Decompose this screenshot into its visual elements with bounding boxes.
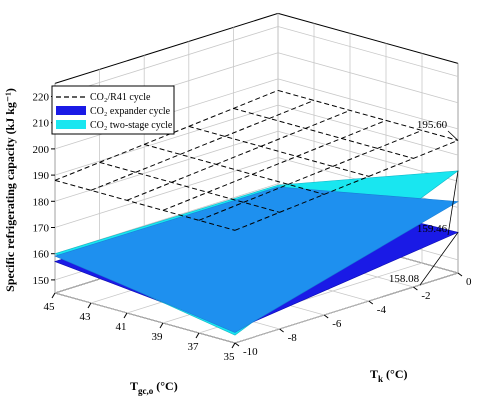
z-tick-label: 160 — [33, 249, 50, 261]
tk-tick-mark — [323, 314, 329, 319]
tk-tick-label: -4 — [377, 304, 387, 316]
z-tick-label: 210 — [33, 118, 50, 130]
grid-line — [234, 272, 459, 344]
tgc-tick-mark — [123, 312, 128, 319]
x-axis-label-unit: (°C) — [153, 379, 177, 393]
tgc-tick-label: 41 — [116, 321, 127, 333]
tk-axis-ticks: -10 -8 -6 -4 -2 0 — [234, 272, 472, 358]
z-tick-label: 200 — [33, 144, 50, 156]
tgc-tick-mark — [51, 292, 56, 299]
annotation-leader — [447, 170, 459, 236]
grid-line — [54, 292, 236, 344]
x-axis-label: Tgc,o (°C) — [130, 379, 178, 396]
annotation-leader — [447, 130, 459, 141]
x-axis-label-main: T — [130, 379, 138, 393]
r41-grid-line — [54, 89, 279, 181]
tgc-tick-label: 39 — [152, 331, 164, 343]
annotation-label: 195.60 — [417, 119, 448, 131]
r41-grid-line — [99, 161, 280, 213]
legend-swatch-expander — [56, 106, 86, 115]
r41-grid-line — [144, 143, 325, 195]
tgc-axis-ticks: 35 37 39 41 43 45 — [44, 292, 236, 363]
y-axis-label: Specific refrigerating capacity (kJ kg⁻¹… — [3, 88, 17, 292]
annotation-leader — [419, 232, 459, 286]
tgc-tick-label: 35 — [224, 351, 236, 363]
r41-grid-line — [277, 89, 459, 141]
z-tick-label: 190 — [33, 170, 50, 182]
tgc-tick-label: 45 — [44, 301, 56, 313]
k-axis-label: Tk (°C) — [370, 367, 408, 384]
legend-label-expander: CO₂ expander cycle — [90, 106, 171, 117]
tk-tick-label: 0 — [466, 276, 472, 288]
grid-line — [277, 26, 459, 77]
tk-tick-mark — [234, 342, 240, 347]
tgc-tick-mark — [195, 332, 200, 339]
z-tick-label: 220 — [33, 92, 50, 104]
tk-tick-mark — [413, 286, 418, 291]
tgc-tick-label: 37 — [188, 341, 200, 353]
grid-line — [277, 78, 459, 130]
legend-swatch-twostage — [56, 120, 86, 129]
r41-grid-line — [233, 107, 414, 159]
legend: CO₂/R41 cycle CO₂ expander cycle CO₂ two… — [51, 85, 175, 135]
r41-grid-line — [198, 129, 423, 221]
legend-label-twostage: CO₂ two-stage cycle — [90, 120, 173, 131]
grid-line — [277, 104, 459, 156]
x-axis-label-sub: gc,o — [138, 386, 154, 396]
top-edge — [277, 12, 459, 64]
tgc-tick-label: 43 — [80, 311, 92, 323]
tk-tick-label: -8 — [288, 332, 298, 344]
annotation-label: 159.46 — [417, 223, 448, 235]
surface-overlap — [54, 186, 459, 333]
k-axis-label-main: T — [370, 367, 378, 381]
tk-tick-mark — [368, 300, 374, 305]
annotation-label: 158.08 — [389, 273, 420, 285]
z-tick-label: 150 — [33, 275, 50, 287]
r41-grid-line — [126, 109, 351, 201]
r41-grid-line — [90, 99, 315, 191]
legend-label-r41: CO₂/R41 cycle — [90, 92, 151, 103]
grid-line — [54, 157, 279, 228]
tgc-tick-mark — [159, 322, 164, 329]
tk-tick-label: -6 — [332, 318, 342, 330]
tk-tick-mark — [457, 272, 463, 277]
tgc-tick-mark — [231, 342, 236, 349]
r41-grid-line — [234, 139, 459, 231]
z-tick-label: 180 — [33, 196, 50, 208]
grid-line — [54, 104, 279, 176]
tk-tick-label: -10 — [243, 346, 258, 358]
k-axis-label-unit: (°C) — [383, 367, 407, 381]
annotations: 195.60 159.46 158.08 — [389, 119, 459, 286]
tk-tick-label: -2 — [421, 290, 430, 302]
tk-tick-mark — [279, 328, 284, 333]
grid-line — [277, 52, 459, 104]
r41-grid-line — [162, 119, 387, 211]
z-tick-label: 170 — [33, 223, 50, 235]
surfaces — [54, 89, 460, 336]
tgc-tick-mark — [87, 302, 92, 309]
r41-grid-line — [54, 179, 236, 231]
z-axis-ticks: 150 160 170 180 190 200 210 220 — [33, 92, 55, 287]
grid-line — [54, 26, 279, 97]
k-axis-label-sub: k — [378, 374, 383, 384]
r41-grid-line — [188, 125, 369, 177]
top-edge — [54, 12, 279, 84]
